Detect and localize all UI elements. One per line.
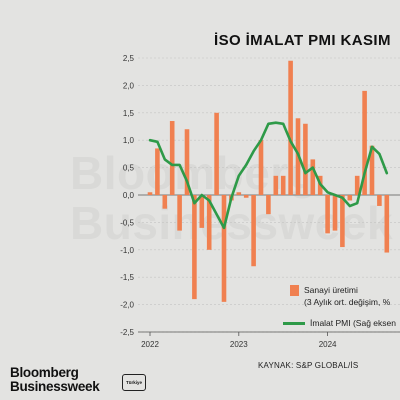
bar (258, 140, 264, 195)
bar (310, 159, 316, 195)
chart-title: İSO İMALAT PMI KASIM (214, 32, 391, 49)
bar (303, 123, 308, 195)
x-tick-label: 2024 (319, 340, 337, 349)
legend-line: İmalat PMI (Sağ eksen (283, 318, 400, 328)
x-tick-label: 2023 (230, 340, 248, 349)
pmi-line (148, 121, 389, 230)
bar (147, 192, 153, 195)
y-tick-label: 1,5 (123, 109, 135, 118)
y-tick-label: 2,5 (123, 54, 135, 63)
bar (162, 195, 168, 209)
x-tick-label: 2022 (141, 340, 159, 349)
y-axis: 2,5 2,0 1,5 1,0 0,5 0,0 -0,5 -1,0 -1,5 -2,0 -2,5 (120, 54, 134, 337)
bar (177, 195, 182, 231)
y-tick-label: -1,0 (120, 246, 134, 255)
legend-bar-sublabel: (3 Aylık ort. değişim, % (304, 297, 391, 307)
bar (243, 195, 249, 198)
logo-line-1: Bloomberg (10, 365, 79, 380)
bar (325, 195, 330, 234)
logo-badge: Türkiye (122, 374, 146, 391)
bar (288, 60, 293, 195)
y-tick-label: -1,5 (120, 273, 134, 282)
bar (236, 192, 242, 195)
bar (184, 129, 190, 195)
y-tick-label: 2,0 (123, 81, 135, 90)
bar-series (147, 60, 390, 302)
legend-line-label: İmalat PMI (Sağ eksen (310, 318, 396, 328)
legend-bar: Sanayi üretimi (3 Aylık ort. değişim, % (290, 284, 400, 308)
bar (384, 195, 390, 253)
legend-bar-swatch (290, 285, 299, 296)
bar (340, 195, 345, 248)
bar (169, 121, 175, 195)
y-tick-label: -0,5 (120, 218, 134, 227)
line-series (148, 121, 389, 230)
bar (206, 195, 212, 250)
bar (332, 195, 338, 231)
logo-line-2: Businessweek (10, 379, 100, 394)
bar (199, 195, 205, 228)
y-tick-label: 0,0 (123, 191, 135, 200)
y-tick-label: -2,5 (120, 328, 134, 337)
bar (377, 195, 382, 206)
bar (354, 175, 360, 195)
y-tick-label: 0,5 (123, 164, 135, 173)
bar (273, 175, 279, 195)
bar (192, 195, 197, 300)
legend-line-swatch (283, 322, 305, 325)
bar (369, 145, 375, 195)
bar (266, 195, 271, 215)
watermark-line-2: Businessweek (70, 197, 394, 249)
y-tick-label: -2,0 (120, 301, 134, 310)
bar (280, 175, 286, 195)
bar (221, 195, 227, 302)
bar (362, 90, 367, 195)
bar (251, 195, 256, 267)
x-axis: 2022 2023 2024 (138, 331, 400, 349)
bar (214, 112, 219, 195)
bar (155, 148, 160, 195)
source-note: KAYNAK: S&P GLOBAL/İS (258, 361, 359, 370)
legend-bar-label: Sanayi üretimi (304, 285, 358, 295)
y-tick-label: 1,0 (123, 136, 135, 145)
bar (347, 195, 353, 201)
bloomberg-businessweek-logo: Bloomberg Businessweek (10, 365, 100, 394)
